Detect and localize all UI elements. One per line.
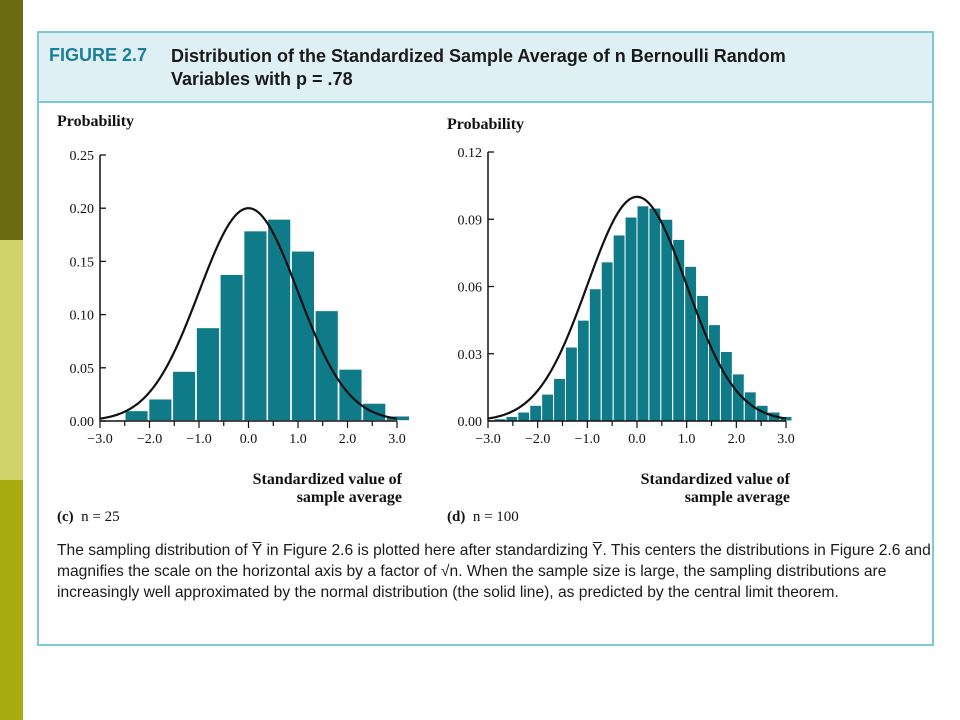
chart-c-n-label: n = 25	[81, 509, 120, 525]
chart-d-x-tick-label: 3.0	[777, 432, 795, 447]
chart-d-x-tick-label: 0.0	[628, 432, 646, 447]
chart-d-x-tick-label: −3.0	[475, 432, 500, 447]
chart-c-y-tick-label: 0.05	[70, 362, 95, 377]
chart-d-xlabel-line2: sample average	[684, 489, 790, 506]
chart-d-panel-id: (d)	[447, 509, 466, 525]
chart-c-y-tick-label: 0.10	[70, 309, 95, 324]
chart-c-x-tick-label: −1.0	[186, 432, 211, 447]
chart-c-y-tick-label: 0.15	[70, 255, 95, 270]
chart-d-bar	[636, 205, 650, 422]
chart-d-bar	[600, 261, 614, 422]
chart-d-bar	[553, 377, 566, 422]
chart-c-y-tick-label: 0.25	[70, 149, 95, 164]
figure-title-line1: Distribution of the Standardized Sample …	[171, 46, 786, 66]
chart-d-xlabel: Standardized value of sample average	[540, 471, 790, 507]
chart-d-bar	[624, 216, 638, 422]
chart-c-panel-label: (c) n = 25	[57, 509, 120, 526]
chart-d-x-tick-label: −2.0	[525, 432, 550, 447]
chart-c-normal-curve	[99, 207, 398, 420]
chart-c-x-tick-label: 3.0	[388, 432, 406, 447]
chart-d-bar	[648, 207, 662, 422]
chart-d-bar	[529, 404, 543, 422]
chart-d-bar	[612, 234, 626, 422]
chart-d-bar	[672, 238, 686, 422]
figure-label: FIGURE 2.7	[49, 45, 148, 65]
chart-d-panel-label: (d) n = 100	[447, 509, 519, 526]
chart-c-x-tick-label: 0.0	[240, 432, 258, 447]
chart-d-normal-curve	[487, 195, 787, 420]
chart-d-bar	[541, 393, 555, 422]
side-bar-olive	[0, 480, 23, 720]
chart-d-bar	[708, 324, 721, 422]
figure-title: Distribution of the Standardized Sample …	[171, 45, 911, 91]
chart-c-y-tick-label: 0.00	[70, 415, 95, 430]
chart-d-y-tick-label: 0.00	[458, 415, 483, 430]
chart-d-bar	[564, 346, 578, 422]
chart-d-x-tick-label: 2.0	[728, 432, 746, 447]
chart-c-xlabel-line2: sample average	[296, 489, 402, 506]
chart-c-xlabel-line1: Standardized value of	[252, 471, 402, 488]
chart-d-y-tick-label: 0.06	[458, 281, 483, 296]
chart-c-y-tick-label: 0.20	[70, 202, 95, 217]
chart-c-ylabel: Probability	[57, 113, 135, 130]
chart-d-ylabel: Probability	[447, 116, 525, 133]
side-bar-light	[0, 240, 23, 480]
chart-d-n-label: n = 100	[472, 509, 519, 525]
figure-title-line2: Variables with p = .78	[171, 69, 353, 89]
figure-caption: The sampling distribution of Y̅ in Figur…	[57, 542, 931, 601]
figure-header: FIGURE 2.7 Distribution of the Standardi…	[39, 33, 932, 103]
chart-c-x-tick-label: 1.0	[289, 432, 307, 447]
chart-d-bar	[576, 319, 590, 422]
chart-d-bar	[719, 351, 733, 422]
chart-c-panel-id: (c)	[57, 509, 74, 525]
chart-c-bar	[385, 414, 411, 422]
chart-c-xlabel: Standardized value of sample average	[150, 471, 402, 507]
chart-c-x-tick-label: 2.0	[339, 432, 357, 447]
chart-d-bar	[684, 265, 698, 422]
chart-d-y-tick-label: 0.12	[458, 146, 483, 161]
chart-d-bar	[660, 218, 674, 422]
chart-d-y-tick-label: 0.09	[458, 213, 483, 228]
chart-d-xlabel-line1: Standardized value of	[640, 471, 790, 488]
chart-c-x-tick-label: −2.0	[137, 432, 162, 447]
chart-d-x-tick-label: −1.0	[575, 432, 600, 447]
chart-d-y-tick-label: 0.03	[458, 348, 483, 363]
figure-frame: FIGURE 2.7 Distribution of the Standardi…	[37, 31, 934, 646]
chart-d-bar	[588, 288, 602, 422]
side-bar-dark	[0, 0, 23, 240]
chart-d-bar	[517, 411, 531, 422]
chart-d-x-tick-label: 1.0	[678, 432, 696, 447]
chart-c-x-tick-label: −3.0	[87, 432, 112, 447]
